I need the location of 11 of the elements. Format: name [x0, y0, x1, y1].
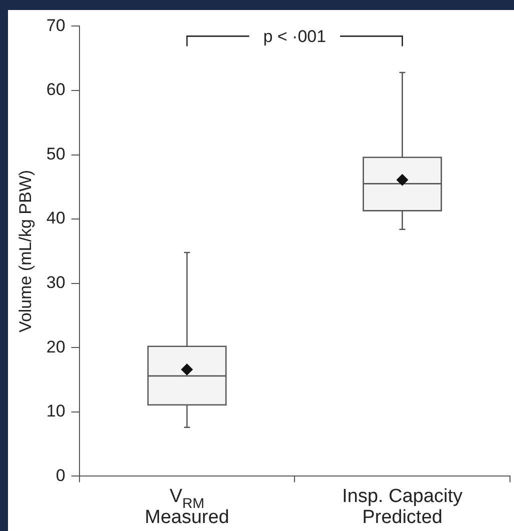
y-tick-label: 50	[46, 144, 66, 164]
y-tick-label: 30	[46, 273, 66, 292]
y-tick-label: 60	[46, 80, 66, 100]
y-tick-label: 0	[56, 466, 66, 485]
y-tick-label: 20	[46, 337, 66, 356]
x-tick-label: Insp. Capacity Predicted	[342, 486, 464, 528]
y-tick-label: 70	[46, 16, 66, 35]
y-tick-label: 10	[46, 402, 66, 421]
y-tick-label: 40	[46, 208, 66, 228]
annotation: p < ·001	[263, 27, 326, 46]
y-axis-title: Volume (mL/kg PBW)	[16, 170, 35, 332]
